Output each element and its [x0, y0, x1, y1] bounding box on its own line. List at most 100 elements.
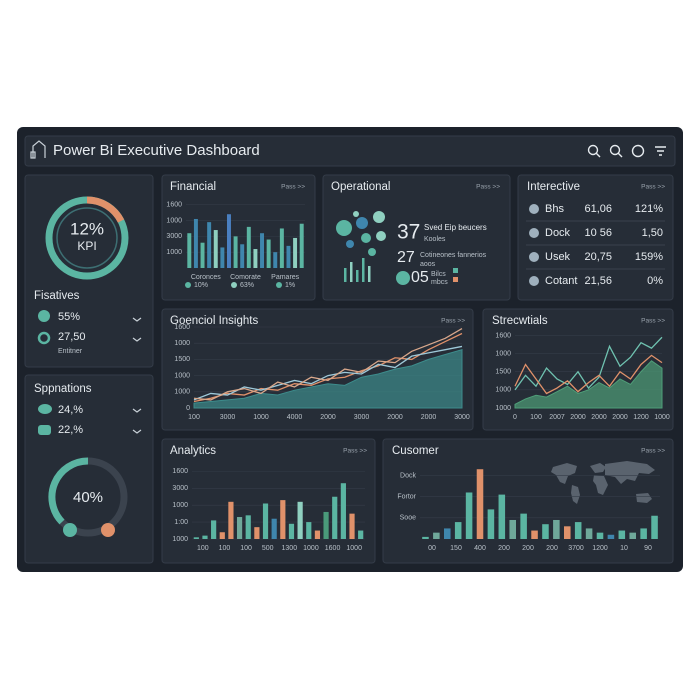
panel-action[interactable]: Pass >>	[281, 184, 305, 191]
x-tick-label: 3000	[220, 414, 236, 421]
legend-label: 10%	[194, 282, 208, 289]
search[interactable]	[587, 144, 599, 156]
x-tick-label: 4000	[287, 414, 303, 421]
bar	[509, 519, 516, 539]
y-tick-label: 1:00	[174, 519, 188, 526]
bar	[596, 532, 604, 539]
legend-label: 1%	[285, 282, 295, 289]
panel	[161, 174, 316, 301]
bar	[288, 523, 295, 539]
bar	[531, 530, 538, 539]
bar	[422, 536, 429, 539]
panel-action[interactable]: Pass >>	[641, 184, 665, 191]
panel-title: Operational	[331, 181, 390, 193]
bar	[476, 469, 484, 539]
icon[interactable]	[63, 523, 77, 537]
x-tick-label: 3000	[454, 414, 470, 421]
bar	[585, 528, 593, 539]
bar	[226, 214, 231, 268]
line	[193, 328, 463, 401]
panel-action[interactable]: Pass >>	[641, 318, 665, 325]
area	[514, 360, 663, 409]
bar	[629, 532, 636, 539]
stat-sub: Kooles	[424, 236, 446, 243]
y-tick-label: Dock	[400, 472, 416, 479]
bar	[254, 527, 260, 539]
item-sub: Entitner	[58, 348, 83, 355]
row-label: Usek	[545, 251, 571, 263]
panel-action[interactable]: Pass >>	[343, 448, 367, 455]
bar	[219, 532, 225, 539]
panel-title: Sppnations	[34, 383, 92, 395]
panel-action[interactable]: Pass >>	[641, 448, 665, 455]
gauge-value: 40%	[73, 489, 103, 506]
stat-label: Cotineones fannerios	[420, 252, 487, 259]
x-tick-label: 150	[450, 545, 462, 552]
y-tick-label: 1000	[495, 387, 511, 394]
kpi-value: 12%	[70, 219, 104, 238]
panel-title: Financial	[170, 181, 216, 193]
x-tick-label: 1000	[654, 414, 670, 421]
row-change: 159%	[635, 251, 663, 263]
bar	[293, 237, 298, 268]
panel-title: Goenciol Insights	[170, 315, 258, 327]
bar	[465, 492, 473, 539]
bar	[279, 228, 284, 268]
bar	[286, 245, 291, 268]
bar	[193, 537, 199, 539]
x-tick-label: 1300	[282, 545, 298, 552]
panel-title: Analytics	[170, 445, 216, 457]
y-tick-label: Fortor	[397, 494, 416, 501]
bubbles	[336, 211, 386, 282]
bar	[314, 530, 321, 539]
bar	[487, 509, 495, 539]
y-tick-label: 1000	[174, 372, 190, 379]
y-tick-label: 1000	[174, 389, 190, 396]
icon[interactable]	[101, 523, 115, 537]
panel-action[interactable]: Pass >>	[441, 318, 465, 325]
row-label: Bhs	[545, 203, 564, 215]
x-tick-label: Pamares	[271, 274, 300, 281]
bar	[246, 226, 251, 268]
bar	[207, 222, 212, 268]
bar	[262, 503, 269, 539]
stat-value: 37	[397, 221, 420, 244]
bar	[607, 534, 615, 539]
icon	[38, 425, 51, 435]
row-dividers	[526, 220, 665, 270]
x-tick-label: 200	[498, 545, 510, 552]
bar	[200, 242, 205, 268]
x-tick-label: 1000	[303, 545, 319, 552]
bar	[187, 233, 192, 268]
legend-label: 63%	[240, 282, 254, 289]
y-tick-label: 3000	[166, 233, 182, 240]
x-tick-label: 2000	[591, 414, 607, 421]
bar	[266, 239, 271, 268]
stat-sub: mbcs	[431, 279, 448, 286]
stat-value: 27	[397, 249, 415, 266]
item-value: 22,%	[58, 424, 83, 436]
x-tick-label: 1600	[325, 545, 341, 552]
row-change: 1,50	[642, 227, 663, 239]
x-tick-label: 2000	[387, 414, 403, 421]
search[interactable]	[609, 144, 621, 156]
bar	[240, 244, 245, 268]
icon	[37, 331, 51, 345]
bar	[253, 249, 258, 268]
x-tick-label: 2000	[612, 414, 628, 421]
x-tick-label: 1000	[346, 545, 362, 552]
panel-action[interactable]: Pass >>	[476, 184, 500, 191]
legend-swatch	[231, 282, 237, 288]
filter[interactable]	[655, 146, 666, 156]
currency[interactable]	[631, 144, 645, 158]
row-change: 0%	[647, 275, 663, 287]
kpi-label: KPI	[77, 239, 96, 253]
bar	[574, 522, 582, 539]
bar	[299, 223, 304, 268]
bar	[245, 515, 251, 539]
bar	[332, 496, 338, 539]
stat-label: Bilcs	[431, 271, 446, 278]
y-tick-label: 1000	[495, 350, 511, 357]
chevrons[interactable]	[132, 317, 142, 434]
x-tick-label: 2000	[570, 414, 586, 421]
